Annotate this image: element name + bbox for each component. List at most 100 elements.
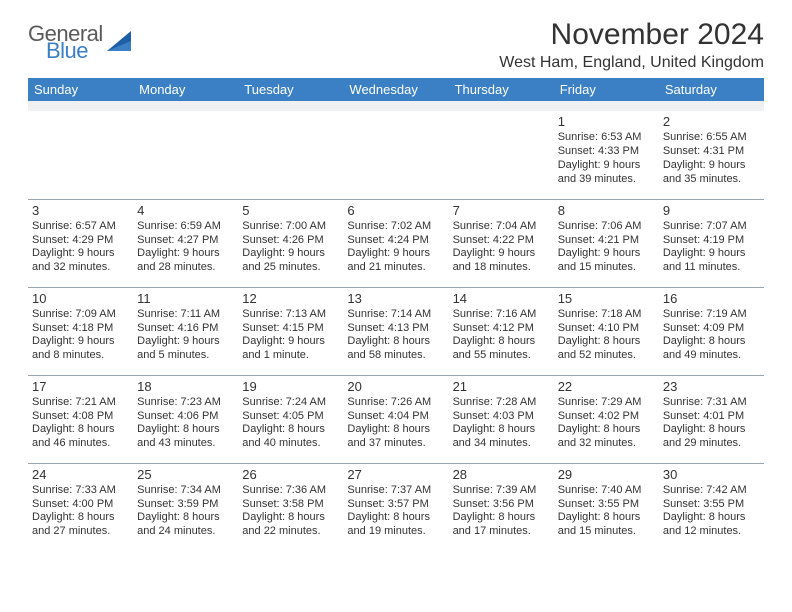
sunrise-text: Sunrise: 7:04 AM [453, 220, 550, 234]
day1-text: Daylight: 8 hours [242, 511, 339, 525]
day-cell [133, 111, 238, 199]
day2-text: and 49 minutes. [663, 349, 760, 363]
day-cell: 8Sunrise: 7:06 AMSunset: 4:21 PMDaylight… [554, 199, 659, 287]
day-number: 28 [453, 467, 550, 483]
day-cell: 11Sunrise: 7:11 AMSunset: 4:16 PMDayligh… [133, 287, 238, 375]
sunrise-text: Sunrise: 7:23 AM [137, 396, 234, 410]
day-number: 12 [242, 291, 339, 307]
day-header: Saturday [659, 78, 764, 101]
day2-text: and 17 minutes. [453, 525, 550, 539]
day2-text: and 15 minutes. [558, 525, 655, 539]
logo: General Blue [28, 24, 135, 62]
day1-text: Daylight: 9 hours [347, 247, 444, 261]
sunrise-text: Sunrise: 7:02 AM [347, 220, 444, 234]
day-cell: 16Sunrise: 7:19 AMSunset: 4:09 PMDayligh… [659, 287, 764, 375]
sunrise-text: Sunrise: 7:19 AM [663, 308, 760, 322]
day2-text: and 12 minutes. [663, 525, 760, 539]
sunset-text: Sunset: 4:16 PM [137, 322, 234, 336]
day-number: 22 [558, 379, 655, 395]
sunrise-text: Sunrise: 7:34 AM [137, 484, 234, 498]
title-block: November 2024 West Ham, England, United … [499, 18, 764, 72]
day1-text: Daylight: 9 hours [137, 335, 234, 349]
week-row: 10Sunrise: 7:09 AMSunset: 4:18 PMDayligh… [28, 287, 764, 375]
day2-text: and 21 minutes. [347, 261, 444, 275]
day2-text: and 5 minutes. [137, 349, 234, 363]
sunset-text: Sunset: 3:56 PM [453, 498, 550, 512]
spacer-row [28, 101, 764, 111]
day2-text: and 55 minutes. [453, 349, 550, 363]
day-number: 27 [347, 467, 444, 483]
sunrise-text: Sunrise: 6:55 AM [663, 131, 760, 145]
sunset-text: Sunset: 3:58 PM [242, 498, 339, 512]
sunrise-text: Sunrise: 7:39 AM [453, 484, 550, 498]
day-number: 7 [453, 203, 550, 219]
calendar-table: Sunday Monday Tuesday Wednesday Thursday… [28, 78, 764, 551]
day2-text: and 18 minutes. [453, 261, 550, 275]
sunrise-text: Sunrise: 6:59 AM [137, 220, 234, 234]
sunset-text: Sunset: 4:15 PM [242, 322, 339, 336]
day1-text: Daylight: 8 hours [137, 511, 234, 525]
day2-text: and 52 minutes. [558, 349, 655, 363]
day1-text: Daylight: 8 hours [137, 423, 234, 437]
day1-text: Daylight: 8 hours [347, 423, 444, 437]
day-cell: 6Sunrise: 7:02 AMSunset: 4:24 PMDaylight… [343, 199, 448, 287]
day1-text: Daylight: 9 hours [558, 159, 655, 173]
sunrise-text: Sunrise: 7:06 AM [558, 220, 655, 234]
sunset-text: Sunset: 3:57 PM [347, 498, 444, 512]
day2-text: and 34 minutes. [453, 437, 550, 451]
day2-text: and 40 minutes. [242, 437, 339, 451]
day1-text: Daylight: 8 hours [663, 423, 760, 437]
day-cell: 30Sunrise: 7:42 AMSunset: 3:55 PMDayligh… [659, 463, 764, 551]
day-number: 23 [663, 379, 760, 395]
day-number: 24 [32, 467, 129, 483]
logo-text: General Blue [28, 24, 103, 62]
day-number: 18 [137, 379, 234, 395]
day-cell: 1Sunrise: 6:53 AMSunset: 4:33 PMDaylight… [554, 111, 659, 199]
sunset-text: Sunset: 4:33 PM [558, 145, 655, 159]
day2-text: and 1 minute. [242, 349, 339, 363]
day-cell: 13Sunrise: 7:14 AMSunset: 4:13 PMDayligh… [343, 287, 448, 375]
day2-text: and 19 minutes. [347, 525, 444, 539]
day-cell: 28Sunrise: 7:39 AMSunset: 3:56 PMDayligh… [449, 463, 554, 551]
day-cell: 19Sunrise: 7:24 AMSunset: 4:05 PMDayligh… [238, 375, 343, 463]
day-cell: 26Sunrise: 7:36 AMSunset: 3:58 PMDayligh… [238, 463, 343, 551]
logo-word-blue: Blue [46, 41, 103, 62]
day1-text: Daylight: 9 hours [242, 247, 339, 261]
sunset-text: Sunset: 3:59 PM [137, 498, 234, 512]
sunrise-text: Sunrise: 7:26 AM [347, 396, 444, 410]
day1-text: Daylight: 9 hours [663, 159, 760, 173]
day1-text: Daylight: 8 hours [347, 511, 444, 525]
day-number: 8 [558, 203, 655, 219]
day-number: 29 [558, 467, 655, 483]
day-header: Tuesday [238, 78, 343, 101]
sunrise-text: Sunrise: 7:28 AM [453, 396, 550, 410]
day-cell: 4Sunrise: 6:59 AMSunset: 4:27 PMDaylight… [133, 199, 238, 287]
day1-text: Daylight: 9 hours [32, 247, 129, 261]
day-number: 10 [32, 291, 129, 307]
day2-text: and 46 minutes. [32, 437, 129, 451]
sunset-text: Sunset: 4:26 PM [242, 234, 339, 248]
day-number: 3 [32, 203, 129, 219]
calendar-page: General Blue November 2024 West Ham, Eng… [0, 0, 792, 551]
sunset-text: Sunset: 4:29 PM [32, 234, 129, 248]
sunset-text: Sunset: 4:21 PM [558, 234, 655, 248]
day-number: 15 [558, 291, 655, 307]
day-number: 19 [242, 379, 339, 395]
sunset-text: Sunset: 4:22 PM [453, 234, 550, 248]
sunrise-text: Sunrise: 7:16 AM [453, 308, 550, 322]
sunset-text: Sunset: 4:05 PM [242, 410, 339, 424]
day1-text: Daylight: 8 hours [242, 423, 339, 437]
day-cell [343, 111, 448, 199]
sunrise-text: Sunrise: 7:13 AM [242, 308, 339, 322]
sunset-text: Sunset: 4:03 PM [453, 410, 550, 424]
day-cell: 22Sunrise: 7:29 AMSunset: 4:02 PMDayligh… [554, 375, 659, 463]
sunrise-text: Sunrise: 7:33 AM [32, 484, 129, 498]
sunset-text: Sunset: 4:13 PM [347, 322, 444, 336]
day-number: 13 [347, 291, 444, 307]
sunrise-text: Sunrise: 7:00 AM [242, 220, 339, 234]
day-cell: 12Sunrise: 7:13 AMSunset: 4:15 PMDayligh… [238, 287, 343, 375]
day-number: 26 [242, 467, 339, 483]
day-cell: 29Sunrise: 7:40 AMSunset: 3:55 PMDayligh… [554, 463, 659, 551]
sunrise-text: Sunrise: 7:40 AM [558, 484, 655, 498]
day-cell: 9Sunrise: 7:07 AMSunset: 4:19 PMDaylight… [659, 199, 764, 287]
